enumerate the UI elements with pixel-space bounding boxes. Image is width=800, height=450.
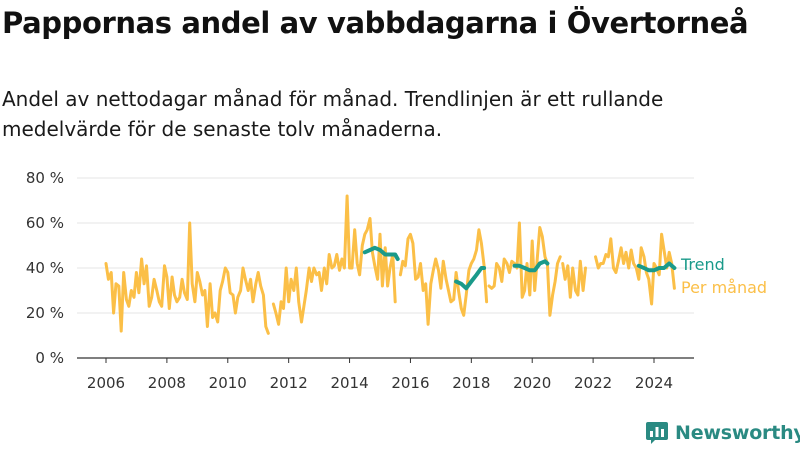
per-manad-line-segment: [104, 221, 270, 335]
per-manad-line-segment: [561, 259, 587, 299]
x-axis: 2006 2008 2010 2012 2014 2016 2018 2020 2022 2024: [77, 357, 694, 392]
gridlines: [77, 177, 694, 314]
x-tick-label: 2012: [270, 374, 308, 392]
legend: Trend Per månad: [680, 255, 767, 297]
trend-line-segment: [512, 259, 550, 273]
chart-subtitle: Andel av nettodagar månad för månad. Tre…: [2, 87, 664, 141]
y-tick-label: 60 %: [26, 214, 64, 232]
legend-label-trend: Trend: [680, 255, 725, 274]
series-per-manad: [104, 194, 676, 335]
x-tick-label: 2022: [574, 374, 612, 392]
newsworthy-logo-icon: [646, 422, 668, 444]
brand-name: Newsworthy: [675, 422, 800, 444]
chart-title: Pappornas andel av vabbdagarna i Övertor…: [2, 6, 749, 40]
per-manad-line-segment: [398, 228, 489, 326]
x-tick-label: 2006: [87, 374, 125, 392]
per-manad-line-segment: [594, 232, 676, 306]
y-tick-label: 40 %: [26, 259, 64, 277]
per-manad-line-segment: [271, 194, 397, 326]
x-tick-label: 2020: [513, 374, 551, 392]
trend-line-segment: [454, 266, 487, 291]
x-tick-label: 2016: [391, 374, 429, 392]
line-chart: 0 % 20 % 40 % 60 % 80 % 2006 2008 2010 2012 2014…: [26, 169, 767, 392]
x-tick-label: 2008: [148, 374, 186, 392]
x-tick-label: 2010: [209, 374, 247, 392]
x-tick-label: 2014: [330, 374, 368, 392]
trend-line-segment: [362, 245, 400, 261]
y-axis: 0 % 20 % 40 % 60 % 80 %: [26, 169, 64, 367]
newsworthy-brand: Newsworthy: [645, 419, 800, 447]
y-tick-label: 80 %: [26, 169, 64, 187]
x-tick-label: 2024: [635, 374, 673, 392]
y-tick-label: 20 %: [26, 304, 64, 322]
series-trend: [362, 245, 677, 291]
y-tick-label: 0 %: [35, 349, 64, 367]
x-tick-label: 2018: [452, 374, 490, 392]
trend-line-segment: [636, 261, 677, 273]
legend-label-per-manad: Per månad: [681, 278, 767, 297]
per-manad-line-segment: [487, 221, 562, 317]
